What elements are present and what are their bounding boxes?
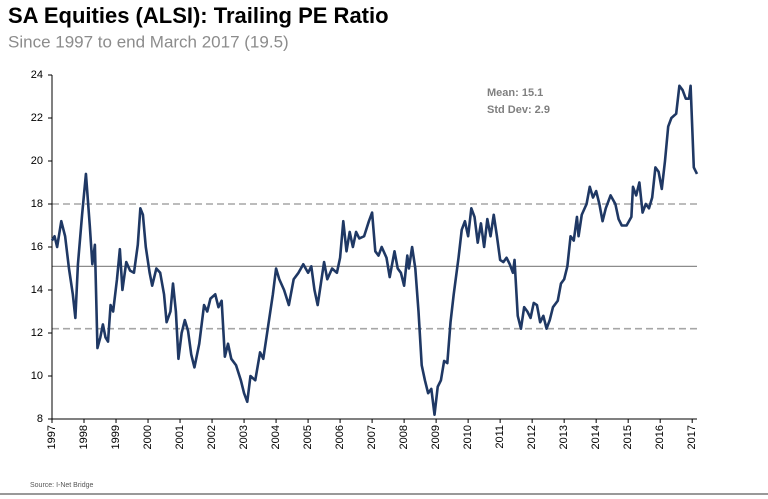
x-tick-label: 2014 <box>590 425 602 449</box>
x-tick-label: 2009 <box>430 425 442 449</box>
source: Source: I-Net Bridge <box>30 482 94 489</box>
x-tick-label: 2003 <box>238 425 250 449</box>
chart-title: SA Equities (ALSI): Trailing PE Ratio <box>8 3 389 28</box>
data-line <box>50 84 699 416</box>
x-tick-label: 2012 <box>526 425 538 449</box>
x-tick-label: 2015 <box>622 425 634 449</box>
x-tick-label: 2008 <box>398 425 410 449</box>
y-tick-label: 14 <box>31 284 43 296</box>
x-tick-label: 2000 <box>142 425 154 449</box>
x-tick-label: 1999 <box>110 425 122 449</box>
y-tick-label: 22 <box>31 112 43 124</box>
y-tick-label: 20 <box>31 155 43 167</box>
x-tick-label: 2010 <box>462 425 474 449</box>
y-tick-label: 10 <box>31 370 43 382</box>
x-tick-label: 1997 <box>46 425 58 449</box>
x-tick-label: 2006 <box>334 425 346 449</box>
y-tick-label: 12 <box>31 327 43 339</box>
annotation: Std Dev: 2.9 <box>487 104 550 116</box>
x-tick-label: 2013 <box>558 425 570 449</box>
x-tick-label: 2002 <box>206 425 218 449</box>
x-tick-label: 2016 <box>654 425 666 449</box>
x-tick-label: 2017 <box>686 425 698 449</box>
x-tick-label: 1998 <box>78 425 90 449</box>
x-tick-label: 2011 <box>494 425 506 449</box>
x-tick-label: 2005 <box>302 425 314 449</box>
x-tick-label: 2004 <box>270 425 282 449</box>
annotation: Mean: 15.1 <box>487 87 543 99</box>
y-tick-label: 8 <box>37 413 43 425</box>
y-tick-label: 24 <box>31 69 43 81</box>
chart-subtitle: Since 1997 to end March 2017 (19.5) <box>8 32 289 51</box>
y-tick-label: 18 <box>31 198 43 210</box>
y-tick-label: 16 <box>31 241 43 253</box>
x-tick-label: 2001 <box>174 425 186 449</box>
x-tick-label: 2007 <box>366 425 378 449</box>
